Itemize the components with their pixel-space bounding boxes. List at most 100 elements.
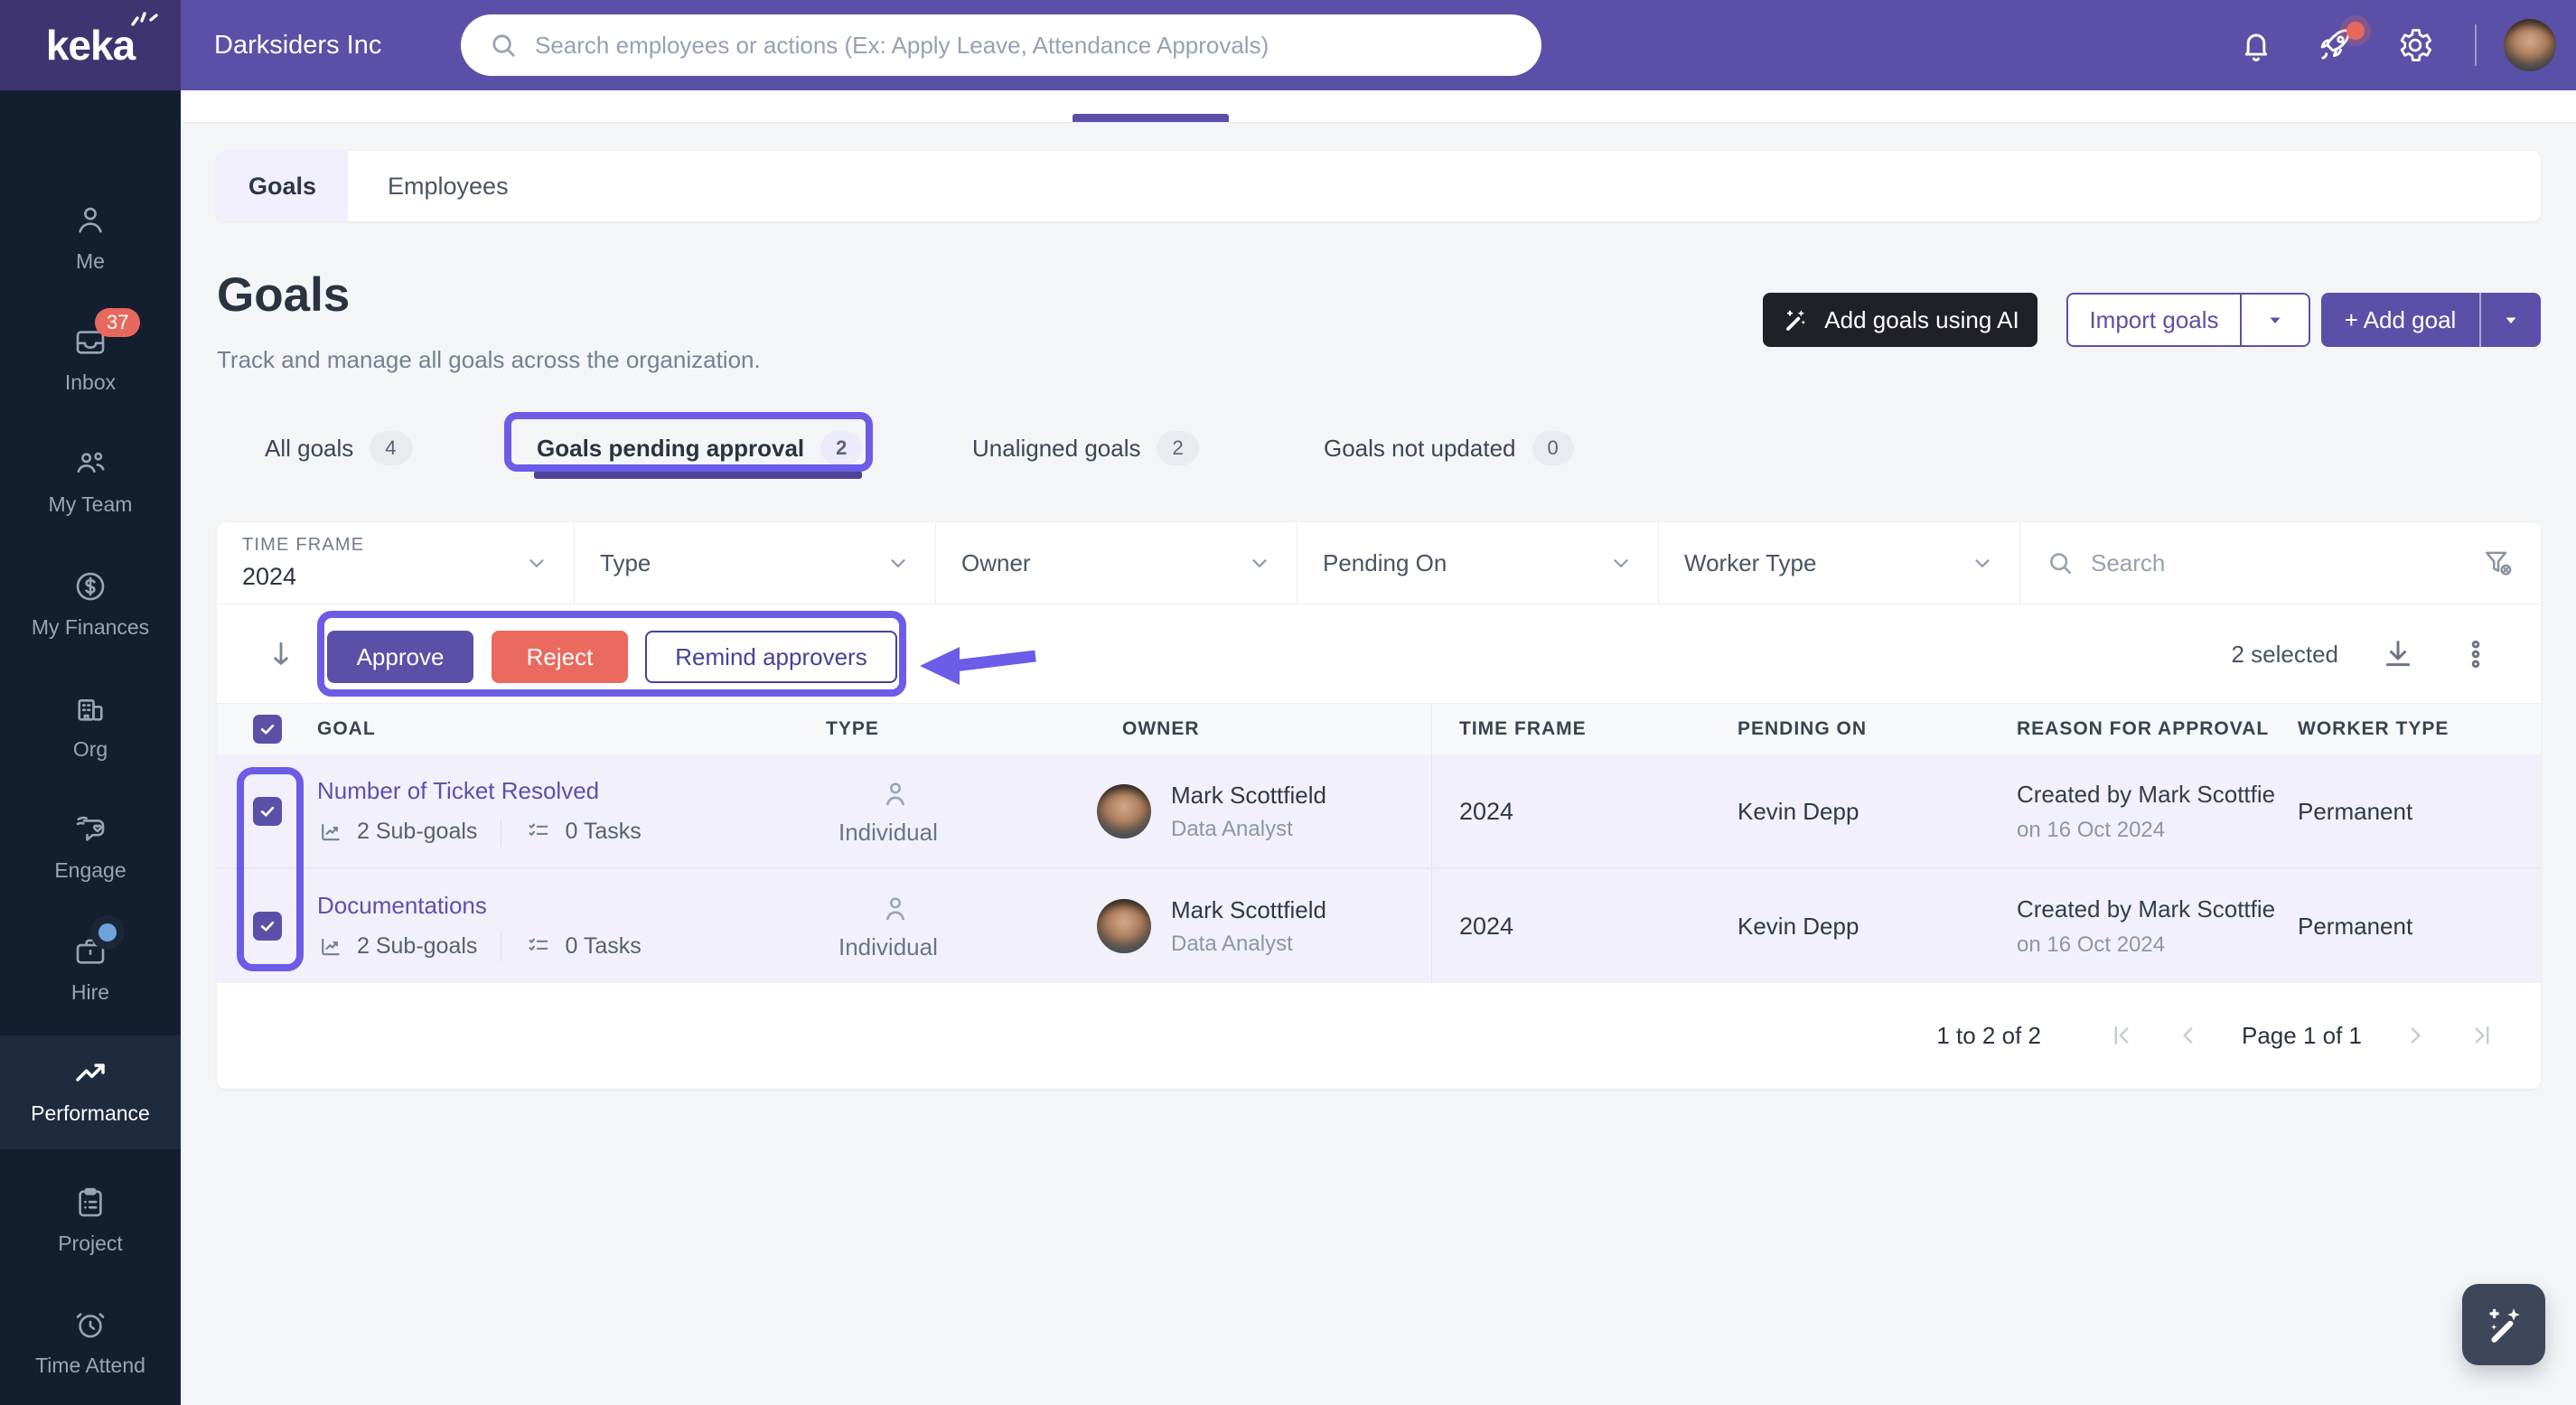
owner-name[interactable]: Mark Scottfield xyxy=(1171,781,1326,809)
add-goals-using-ai-button[interactable]: Add goals using AI xyxy=(1763,293,2037,347)
select-all-checkbox[interactable] xyxy=(252,715,282,744)
owner-avatar[interactable] xyxy=(1097,899,1151,953)
individual-person-icon xyxy=(886,782,904,805)
active-goal-tab-underline xyxy=(534,471,862,479)
add-goals-using-ai-label: Add goals using AI xyxy=(1824,305,2019,333)
global-search[interactable] xyxy=(461,14,1541,76)
chevron-down-icon xyxy=(1975,559,1990,567)
goal-meta: 2 Sub-goals 0 Tasks xyxy=(317,932,826,961)
import-goals-label: Import goals xyxy=(2089,305,2219,333)
tab-goals[interactable]: Goals xyxy=(217,151,348,221)
caret-down-icon xyxy=(2506,317,2516,323)
import-goals-dropdown[interactable] xyxy=(2240,295,2309,345)
sidebar-item-inbox[interactable]: 37 Inbox xyxy=(0,308,181,418)
goal-tab-unaligned[interactable]: Unaligned goals 2 xyxy=(972,425,1199,472)
remind-approvers-button[interactable]: Remind approvers xyxy=(645,631,897,683)
time-frame-value: 2024 xyxy=(242,563,297,590)
global-search-input[interactable] xyxy=(535,31,1514,60)
reason-line1: Created by Mark Scottfie xyxy=(2017,780,2276,808)
page-subtitle: Track and manage all goals across the or… xyxy=(217,346,761,373)
column-header-type[interactable]: TYPE xyxy=(826,718,879,739)
goal-link[interactable]: Number of Ticket Resolved xyxy=(317,776,600,804)
sort-down-icon[interactable] xyxy=(264,637,298,671)
time-frame-filter[interactable]: TIME FRAME 2024 xyxy=(217,522,575,604)
owner-filter[interactable]: Owner xyxy=(936,522,1297,604)
sidebar-item-time-attend[interactable]: Time Attend xyxy=(0,1293,181,1401)
subgoals-chart-icon xyxy=(322,938,340,955)
table-row[interactable]: Number of Ticket Resolved 2 Sub-goals 0 … xyxy=(217,755,2541,869)
type-filter[interactable]: Type xyxy=(575,522,936,604)
check-icon xyxy=(260,921,274,932)
goal-meta: 2 Sub-goals 0 Tasks xyxy=(317,817,826,847)
magic-wand-icon xyxy=(2489,1308,2520,1343)
goal-link[interactable]: Documentations xyxy=(317,891,487,919)
row-checkbox[interactable] xyxy=(252,797,282,826)
next-page-icon[interactable] xyxy=(2402,1022,2429,1049)
sidebar-item-my-finances[interactable]: My Finances xyxy=(0,555,181,663)
add-goal-label: + Add goal xyxy=(2344,305,2457,333)
kebab-menu-icon[interactable] xyxy=(2458,636,2494,672)
add-goal-button[interactable]: + Add goal xyxy=(2321,293,2541,347)
tasks-count: 0 Tasks xyxy=(565,819,642,844)
sidebar-label: Org xyxy=(72,737,108,761)
type-cell: Individual xyxy=(826,755,1086,867)
logo-block[interactable]: keka xyxy=(0,0,181,90)
sidebar-item-org[interactable]: Org xyxy=(0,677,181,785)
sidebar-item-hire[interactable]: Hire xyxy=(0,920,181,1028)
module-tabs-card: Goals Employees xyxy=(217,151,2541,221)
reason-line2: on 16 Oct 2024 xyxy=(2017,932,2166,957)
magic-wand-icon xyxy=(1786,310,1806,331)
time-frame-cell: 2024 xyxy=(1431,869,1738,983)
goals-table-card: TIME FRAME 2024 Type Owner Pending On Wo… xyxy=(217,522,2541,1089)
last-page-icon[interactable] xyxy=(2468,1022,2496,1049)
approve-button[interactable]: Approve xyxy=(327,631,473,683)
inbox-count-badge: 37 xyxy=(95,308,141,337)
column-header-time-frame[interactable]: TIME FRAME xyxy=(1431,704,1738,754)
search-icon xyxy=(492,34,515,57)
column-header-reason[interactable]: REASON FOR APPROVAL xyxy=(2017,718,2270,739)
column-header-pending-on[interactable]: PENDING ON xyxy=(1738,718,1868,739)
download-icon[interactable] xyxy=(2380,636,2416,672)
check-icon xyxy=(260,724,274,735)
alarm-clock-icon xyxy=(76,1313,105,1338)
selected-count: 2 selected xyxy=(2231,640,2338,668)
company-name[interactable]: Darksiders Inc xyxy=(214,30,382,60)
sidebar-item-my-team[interactable]: My Team xyxy=(0,432,181,540)
goal-tab-all[interactable]: All goals 4 xyxy=(265,425,412,472)
column-header-owner[interactable]: OWNER xyxy=(1122,718,1200,739)
reject-button[interactable]: Reject xyxy=(492,631,628,683)
pending-on-filter[interactable]: Pending On xyxy=(1297,522,1659,604)
user-avatar[interactable] xyxy=(2504,19,2556,71)
tasks-count: 0 Tasks xyxy=(565,933,642,959)
sidebar-item-engage[interactable]: Engage xyxy=(0,798,181,906)
sidebar-item-project[interactable]: Project xyxy=(0,1171,181,1279)
row-checkbox[interactable] xyxy=(252,912,282,941)
goal-tab-not-updated[interactable]: Goals not updated 0 xyxy=(1324,425,1574,472)
topbar-actions xyxy=(2236,0,2576,90)
column-header-worker-type[interactable]: WORKER TYPE xyxy=(2298,718,2450,739)
previous-page-icon[interactable] xyxy=(2175,1022,2202,1049)
settings-button[interactable] xyxy=(2395,25,2435,65)
table-row[interactable]: Documentations 2 Sub-goals 0 Tasks Indiv… xyxy=(217,869,2541,983)
notifications-button[interactable] xyxy=(2236,25,2276,65)
sidebar-item-performance[interactable]: Performance xyxy=(0,1035,181,1149)
ai-assistant-fab[interactable] xyxy=(2462,1284,2545,1365)
tab-employees[interactable]: Employees xyxy=(388,172,509,200)
sidebar-item-me[interactable]: Me xyxy=(0,189,181,297)
table-search-input[interactable] xyxy=(2091,548,2465,577)
column-header-goal[interactable]: GOAL xyxy=(317,718,376,739)
worker-type-filter[interactable]: Worker Type xyxy=(1659,522,2020,604)
engage-icon xyxy=(76,816,105,841)
goal-tab-pending-approval[interactable]: Goals pending approval 2 xyxy=(537,425,863,472)
first-page-icon[interactable] xyxy=(2108,1022,2135,1049)
reason-cell: Created by Mark Scottfie on 16 Oct 2024 xyxy=(2017,869,2298,983)
whats-new-button[interactable] xyxy=(2316,22,2365,65)
clear-filters-icon[interactable] xyxy=(2481,546,2515,580)
check-icon xyxy=(260,806,274,817)
reason-line2: on 16 Oct 2024 xyxy=(2017,817,2166,842)
owner-avatar[interactable] xyxy=(1097,784,1151,838)
import-goals-button[interactable]: Import goals xyxy=(2066,293,2310,347)
owner-name[interactable]: Mark Scottfield xyxy=(1171,895,1326,923)
add-goal-dropdown[interactable] xyxy=(2479,293,2541,347)
table-search[interactable] xyxy=(2020,522,2541,604)
